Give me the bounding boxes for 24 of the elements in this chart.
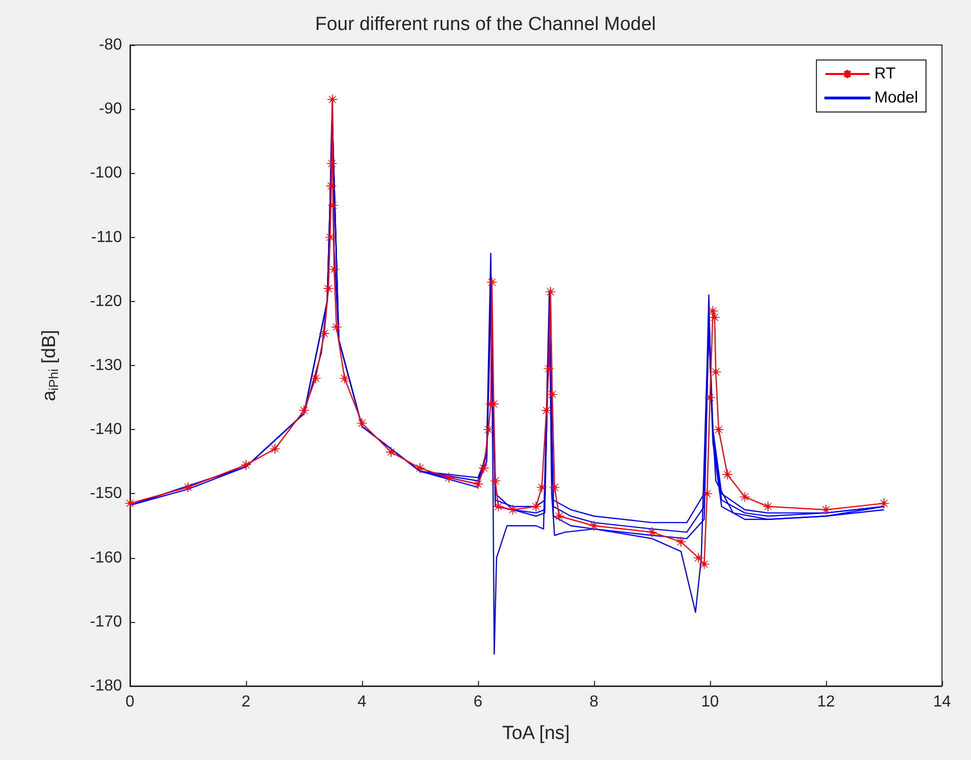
x-tick-label: 2	[242, 694, 251, 710]
x-tick-label: 6	[474, 694, 483, 710]
y-tick-label: -80	[98, 36, 122, 54]
y-tick-label: -160	[90, 549, 122, 566]
legend-label: Model	[874, 90, 918, 106]
y-tick-label: -170	[90, 613, 122, 630]
y-tick-label: -180	[90, 678, 122, 694]
y-tick-label: -120	[90, 292, 122, 310]
x-axis-title: ToA [ns]	[502, 723, 570, 744]
legend-label: RT	[874, 66, 896, 82]
x-tick-label: 4	[358, 694, 367, 710]
y-tick-label: -90	[98, 100, 122, 118]
y-tick-label: -110	[91, 228, 122, 246]
y-tick-label: -150	[90, 485, 122, 502]
chart-title: Four different runs of the Channel Model	[315, 14, 656, 35]
x-tick-label: 0	[126, 694, 135, 710]
y-tick-label: -140	[90, 421, 122, 438]
x-tick-label: 14	[933, 694, 951, 710]
y-axis-title: aiPhi [dB]	[39, 330, 61, 402]
y-tick-label: -130	[90, 357, 122, 374]
y-tick-label: -100	[90, 164, 122, 182]
x-tick-label: 12	[817, 694, 835, 710]
x-tick-label: 10	[701, 694, 719, 710]
x-tick-label: 8	[590, 694, 599, 710]
